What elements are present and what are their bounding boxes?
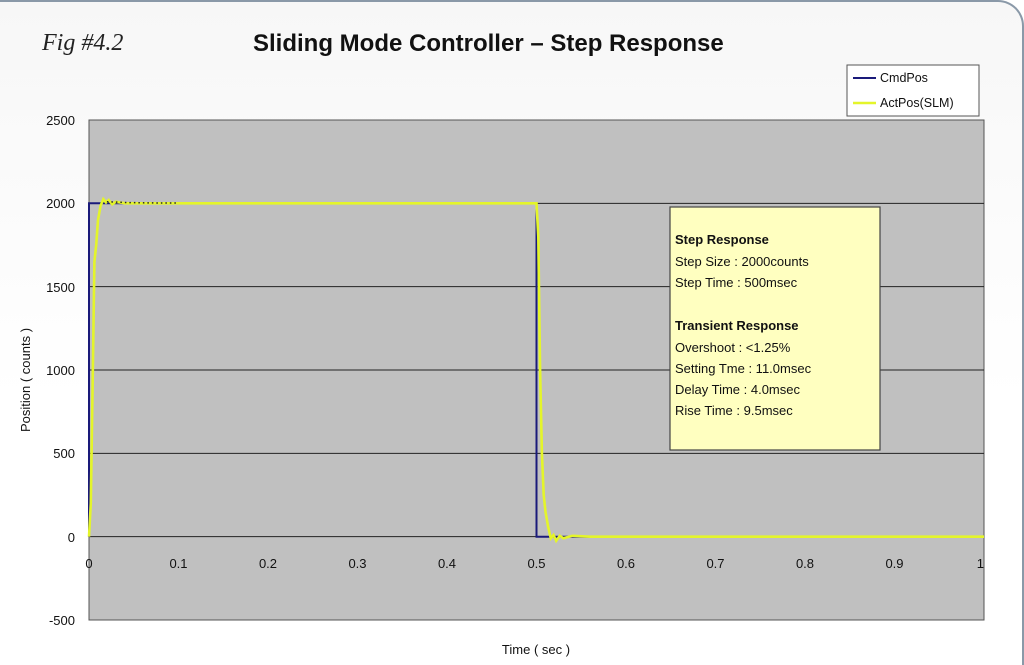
- y-axis-label: Position ( counts ): [18, 328, 33, 432]
- x-tick-label: 0.6: [617, 556, 635, 571]
- x-tick-labels: 0 0.1 0.2 0.3 0.4 0.5 0.6 0.7 0.8 0.9 1: [85, 556, 984, 571]
- legend-label-cmdpos: CmdPos: [880, 71, 928, 85]
- y-tick-label: 2500: [46, 113, 75, 128]
- y-tick-label: -500: [49, 613, 75, 628]
- x-tick-label: 0.4: [438, 556, 456, 571]
- settling-dots: [106, 200, 179, 204]
- y-tick-labels: 2500 2000 1500 1000 500 0 -500: [46, 113, 75, 628]
- x-tick-label: 0.7: [706, 556, 724, 571]
- legend-box: [846, 64, 980, 117]
- info-step-size: Step Size : 2000counts: [675, 254, 809, 269]
- info-step-time: Step Time : 500msec: [675, 275, 798, 290]
- info-box: Step Response Step Size : 2000counts Ste…: [669, 206, 881, 451]
- info-box-background: [669, 206, 881, 451]
- legend: CmdPos ActPos(SLM): [846, 64, 980, 117]
- legend-label-actpos: ActPos(SLM): [880, 96, 954, 110]
- figure-number: Fig #4.2: [42, 30, 124, 56]
- info-heading-transient-response: Transient Response: [675, 318, 799, 333]
- x-tick-label: 0.9: [885, 556, 903, 571]
- y-tick-label: 500: [53, 446, 75, 461]
- y-tick-label: 1000: [46, 363, 75, 378]
- info-delay-time: Delay Time : 4.0msec: [675, 382, 800, 397]
- y-tick-label: 2000: [46, 196, 75, 211]
- info-rise-time: Rise Time : 9.5msec: [675, 403, 793, 418]
- series-line-actpos-slm: [87, 196, 984, 544]
- info-overshoot: Overshoot : <1.25%: [675, 340, 791, 355]
- x-tick-label: 0.5: [527, 556, 545, 571]
- x-tick-label: 1: [977, 556, 984, 571]
- y-tick-label: 1500: [46, 280, 75, 295]
- info-setting-time: Setting Tme : 11.0msec: [675, 361, 812, 376]
- x-tick-label: 0.8: [796, 556, 814, 571]
- x-tick-label: 0.2: [259, 556, 277, 571]
- x-tick-label: 0.3: [348, 556, 366, 571]
- x-axis-label: Time ( sec ): [502, 642, 570, 657]
- x-tick-label: 0: [85, 556, 92, 571]
- y-tick-label: 0: [68, 530, 75, 545]
- info-heading-step-response: Step Response: [675, 232, 769, 247]
- chart-title: Sliding Mode Controller – Step Response: [253, 30, 724, 57]
- x-tick-label: 0.1: [169, 556, 187, 571]
